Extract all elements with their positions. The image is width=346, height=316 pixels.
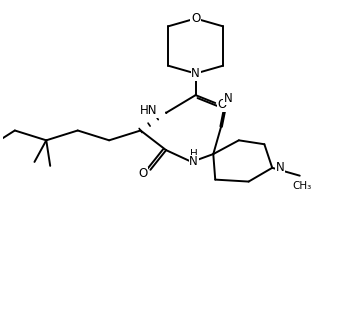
- Text: N: N: [189, 155, 198, 168]
- Text: N: N: [191, 67, 200, 80]
- Text: N: N: [224, 92, 233, 105]
- Text: H: H: [190, 149, 198, 159]
- Text: O: O: [218, 99, 227, 112]
- Text: O: O: [138, 167, 147, 180]
- Text: N: N: [276, 161, 284, 174]
- Text: O: O: [191, 12, 200, 25]
- Text: CH₃: CH₃: [292, 180, 311, 191]
- Text: HN: HN: [140, 104, 157, 117]
